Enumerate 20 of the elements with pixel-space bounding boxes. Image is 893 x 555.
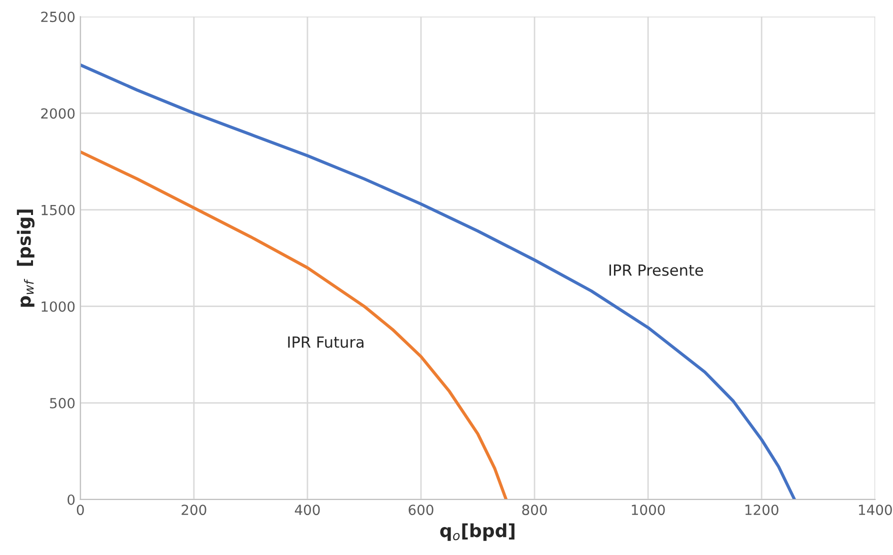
line-series — [80, 63, 796, 500]
x-tick-label: 800 — [522, 504, 547, 516]
series-label: IPR Presente — [609, 264, 704, 276]
x-tick-label: 1000 — [632, 504, 665, 516]
y-tick-label: 2000 — [41, 108, 75, 119]
y-axis-title: p$_{wf}$ [psig] — [16, 210, 35, 307]
x-tick-label: 1200 — [745, 504, 778, 516]
x-tick-label: 200 — [182, 504, 206, 516]
y-tick-label: 1500 — [42, 204, 75, 216]
line-series — [80, 150, 508, 500]
y-tick-label: 1000 — [42, 301, 75, 312]
x-tick-label: 600 — [408, 504, 434, 516]
x-tick-label: 0 — [76, 504, 84, 516]
series-label: IPR Futura — [288, 336, 364, 348]
x-axis-title: q$_{o}$[bpd] — [440, 523, 514, 541]
y-tick-label: 2500 — [41, 12, 75, 22]
y-tick-label: 500 — [50, 398, 75, 408]
y-tick-label: 0 — [68, 494, 75, 505]
x-tick-label: 1400 — [858, 504, 892, 516]
x-tick-label: 400 — [294, 504, 320, 516]
